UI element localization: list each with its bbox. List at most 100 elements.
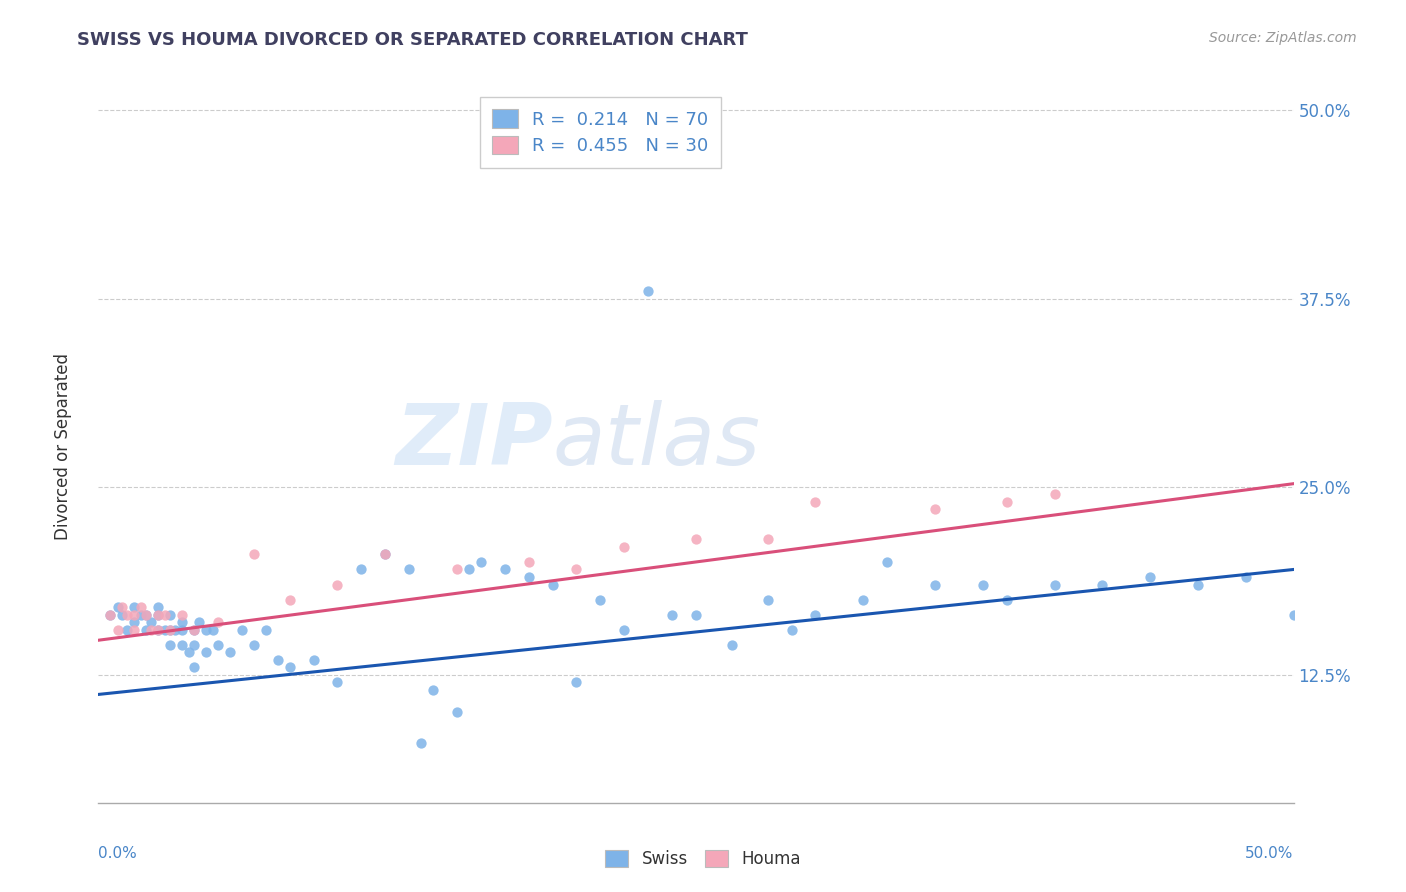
- Legend: R =  0.214   N = 70, R =  0.455   N = 30: R = 0.214 N = 70, R = 0.455 N = 30: [479, 96, 721, 168]
- Point: [1187, 577, 1209, 591]
- Point: [1282, 607, 1305, 622]
- Point: [148, 600, 170, 615]
- Point: [613, 623, 636, 637]
- Point: [1043, 577, 1066, 591]
- Point: [254, 623, 277, 637]
- Point: [148, 607, 170, 622]
- Point: [517, 555, 540, 569]
- Point: [172, 623, 194, 637]
- Point: [111, 600, 134, 615]
- Point: [458, 562, 481, 576]
- Point: [98, 607, 122, 622]
- Point: [852, 592, 875, 607]
- Point: [326, 577, 349, 591]
- Point: [195, 623, 218, 637]
- Point: [804, 494, 827, 508]
- Point: [202, 623, 225, 637]
- Point: [756, 533, 779, 547]
- Point: [267, 653, 290, 667]
- Point: [207, 638, 229, 652]
- Point: [661, 607, 683, 622]
- Point: [172, 615, 194, 630]
- Point: [422, 682, 444, 697]
- Point: [876, 555, 898, 569]
- Point: [172, 607, 194, 622]
- Point: [131, 600, 153, 615]
- Point: [756, 592, 779, 607]
- Point: [995, 592, 1018, 607]
- Point: [183, 660, 205, 674]
- Point: [685, 607, 707, 622]
- Point: [183, 638, 205, 652]
- Point: [1139, 570, 1161, 584]
- Point: [685, 533, 707, 547]
- Point: [159, 623, 181, 637]
- Point: [131, 607, 153, 622]
- Point: [278, 660, 301, 674]
- Point: [124, 615, 146, 630]
- Point: [924, 577, 946, 591]
- Point: [721, 638, 744, 652]
- Text: 0.0%: 0.0%: [98, 847, 138, 861]
- Point: [243, 638, 266, 652]
- Point: [374, 548, 396, 562]
- Point: [219, 645, 242, 659]
- Text: Divorced or Separated: Divorced or Separated: [55, 352, 72, 540]
- Text: 50.0%: 50.0%: [1246, 847, 1294, 861]
- Point: [398, 562, 420, 576]
- Point: [1043, 487, 1066, 501]
- Point: [179, 645, 201, 659]
- Point: [183, 623, 205, 637]
- Point: [159, 607, 181, 622]
- Point: [972, 577, 994, 591]
- Point: [124, 600, 146, 615]
- Point: [124, 607, 146, 622]
- Point: [589, 592, 612, 607]
- Legend: Swiss, Houma: Swiss, Houma: [599, 843, 807, 875]
- Point: [470, 555, 492, 569]
- Point: [565, 562, 588, 576]
- Point: [107, 600, 129, 615]
- Point: [1091, 577, 1114, 591]
- Point: [195, 645, 218, 659]
- Point: [172, 638, 194, 652]
- Point: [155, 607, 177, 622]
- Point: [148, 623, 170, 637]
- Point: [780, 623, 803, 637]
- Point: [350, 562, 373, 576]
- Point: [374, 548, 396, 562]
- Point: [207, 615, 229, 630]
- Point: [804, 607, 827, 622]
- Point: [517, 570, 540, 584]
- Point: [111, 607, 134, 622]
- Point: [159, 638, 181, 652]
- Point: [565, 675, 588, 690]
- Text: Source: ZipAtlas.com: Source: ZipAtlas.com: [1209, 31, 1357, 45]
- Point: [541, 577, 564, 591]
- Point: [115, 607, 138, 622]
- Point: [613, 540, 636, 554]
- Point: [278, 592, 301, 607]
- Point: [183, 623, 205, 637]
- Point: [494, 562, 516, 576]
- Point: [187, 615, 209, 630]
- Point: [148, 607, 170, 622]
- Point: [243, 548, 266, 562]
- Point: [135, 623, 157, 637]
- Point: [115, 623, 138, 637]
- Point: [107, 623, 129, 637]
- Point: [155, 623, 177, 637]
- Point: [139, 615, 162, 630]
- Point: [302, 653, 325, 667]
- Point: [139, 623, 162, 637]
- Point: [326, 675, 349, 690]
- Point: [98, 607, 122, 622]
- Text: atlas: atlas: [553, 400, 761, 483]
- Text: SWISS VS HOUMA DIVORCED OR SEPARATED CORRELATION CHART: SWISS VS HOUMA DIVORCED OR SEPARATED COR…: [77, 31, 748, 49]
- Point: [159, 623, 181, 637]
- Point: [1234, 570, 1257, 584]
- Point: [995, 494, 1018, 508]
- Point: [135, 607, 157, 622]
- Point: [135, 607, 157, 622]
- Point: [924, 502, 946, 516]
